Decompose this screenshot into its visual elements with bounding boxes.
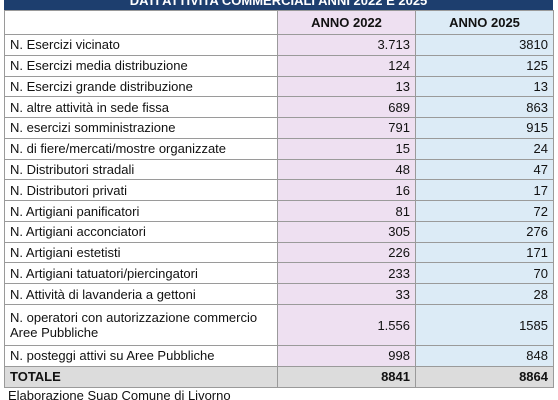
row-label: N. posteggi attivi su Aree Pubbliche [4, 345, 278, 367]
column-header: ANNO 2025 [415, 10, 554, 35]
value-2025: 3810 [415, 34, 554, 56]
total-2022: 8841 [277, 365, 416, 388]
value-2025: 28 [415, 283, 554, 305]
value-2025: 17 [415, 179, 554, 202]
row-label: N. operatori con autorizzazione commerci… [4, 304, 278, 346]
value-2022: 1.556 [277, 304, 416, 346]
row-label: N. Esercizi vicinato [4, 34, 278, 56]
row-label: N. esercizi somministrazione [4, 117, 278, 139]
value-2025: 72 [415, 200, 554, 222]
column-header: ANNO 2022 [277, 10, 416, 35]
value-2022: 16 [277, 179, 416, 202]
header-blank [4, 10, 278, 35]
value-2022: 233 [277, 262, 416, 285]
row-label: N. altre attività in sede fissa [4, 96, 278, 119]
value-2025: 1585 [415, 304, 554, 346]
value-2025: 24 [415, 137, 554, 160]
row-label: N. Artigiani estetisti [4, 241, 278, 264]
total-2025: 8864 [415, 365, 554, 388]
value-2022: 81 [277, 200, 416, 222]
value-2022: 305 [277, 220, 416, 243]
row-label: N. Attività di lavanderia a gettoni [4, 283, 278, 305]
row-label: N. Distributori stradali [4, 158, 278, 181]
row-label: N. Artigiani tatuatori/piercingatori [4, 262, 278, 285]
value-2025: 13 [415, 75, 554, 98]
row-label: N. Esercizi grande distribuzione [4, 75, 278, 98]
source-note: Elaborazione Suap Comune di Livorno [8, 388, 231, 400]
value-2025: 915 [415, 117, 554, 139]
value-2025: 70 [415, 262, 554, 285]
value-2025: 171 [415, 241, 554, 264]
value-2022: 33 [277, 283, 416, 305]
value-2022: 13 [277, 75, 416, 98]
value-2022: 226 [277, 241, 416, 264]
value-2022: 124 [277, 54, 416, 77]
value-2025: 863 [415, 96, 554, 119]
value-2025: 47 [415, 158, 554, 181]
row-label: N. Esercizi media distribuzione [4, 54, 278, 77]
row-label: N. Distributori privati [4, 179, 278, 202]
total-label: TOTALE [4, 365, 278, 388]
value-2022: 998 [277, 345, 416, 367]
row-label: N. di fiere/mercati/mostre organizzate [4, 137, 278, 160]
value-2022: 791 [277, 117, 416, 139]
value-2025: 125 [415, 54, 554, 77]
row-label: N. Artigiani acconciatori [4, 220, 278, 243]
value-2022: 689 [277, 96, 416, 119]
value-2025: 276 [415, 220, 554, 243]
value-2022: 48 [277, 158, 416, 181]
title-bar: DATI ATTIVITA COMMERCIALI ANNI 2022 E 20… [4, 0, 553, 10]
row-label: N. Artigiani panificatori [4, 200, 278, 222]
value-2022: 3.713 [277, 34, 416, 56]
value-2025: 848 [415, 345, 554, 367]
value-2022: 15 [277, 137, 416, 160]
